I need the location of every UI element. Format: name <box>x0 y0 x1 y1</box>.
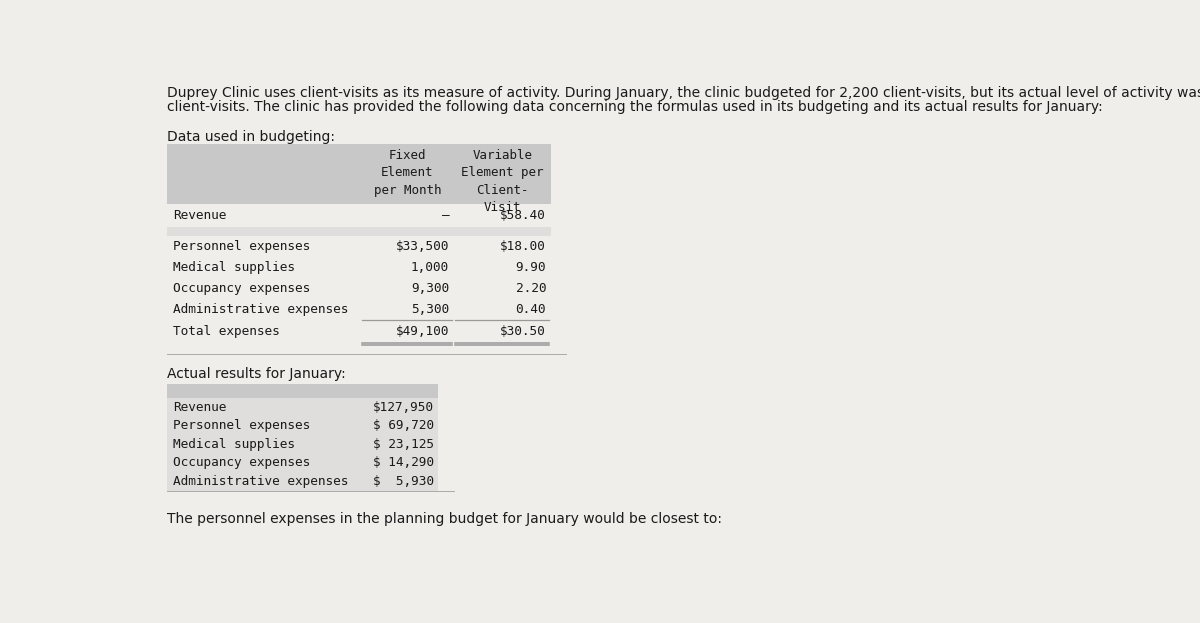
Text: Variable
Element per
Client-
Visit: Variable Element per Client- Visit <box>461 149 544 214</box>
Text: Personnel expenses: Personnel expenses <box>173 240 311 254</box>
Bar <box>167 384 438 398</box>
Text: 9,300: 9,300 <box>412 282 449 295</box>
Text: Medical supplies: Medical supplies <box>173 438 295 451</box>
Text: Medical supplies: Medical supplies <box>173 261 295 274</box>
Text: $ 23,125: $ 23,125 <box>373 438 433 451</box>
Text: Actual results for January:: Actual results for January: <box>167 368 346 381</box>
Bar <box>167 472 438 490</box>
Text: $30.50: $30.50 <box>500 325 546 338</box>
Text: 1,000: 1,000 <box>412 261 449 274</box>
Bar <box>167 417 438 435</box>
Text: $ 14,290: $ 14,290 <box>373 456 433 469</box>
Bar <box>167 204 551 227</box>
Text: $18.00: $18.00 <box>500 240 546 254</box>
Text: Administrative expenses: Administrative expenses <box>173 475 349 488</box>
Text: Revenue: Revenue <box>173 209 227 222</box>
Text: $33,500: $33,500 <box>396 240 449 254</box>
Text: $58.40: $58.40 <box>500 209 546 222</box>
Text: Occupancy expenses: Occupancy expenses <box>173 456 311 469</box>
Bar <box>167 454 438 472</box>
Bar <box>167 257 551 278</box>
Text: The personnel expenses in the planning budget for January would be closest to:: The personnel expenses in the planning b… <box>167 512 722 526</box>
Text: Revenue: Revenue <box>173 401 227 414</box>
Text: Data used in budgeting:: Data used in budgeting: <box>167 130 335 144</box>
Text: $  5,930: $ 5,930 <box>373 475 433 488</box>
Text: Fixed
Element
per Month: Fixed Element per Month <box>373 149 442 197</box>
Text: 5,300: 5,300 <box>412 303 449 316</box>
Bar <box>167 435 438 454</box>
Text: Total expenses: Total expenses <box>173 325 280 338</box>
Bar <box>167 144 551 204</box>
Text: Administrative expenses: Administrative expenses <box>173 303 349 316</box>
Text: –: – <box>442 209 449 222</box>
Bar <box>167 398 438 417</box>
Text: 9.90: 9.90 <box>516 261 546 274</box>
Text: $127,950: $127,950 <box>373 401 433 414</box>
Bar <box>167 320 551 343</box>
Text: client-visits. The clinic has provided the following data concerning the formula: client-visits. The clinic has provided t… <box>167 100 1103 114</box>
Text: Personnel expenses: Personnel expenses <box>173 419 311 432</box>
Text: Duprey Clinic uses client-visits as its measure of activity. During January, the: Duprey Clinic uses client-visits as its … <box>167 87 1200 100</box>
Bar <box>167 299 551 320</box>
Text: 0.40: 0.40 <box>516 303 546 316</box>
Bar <box>167 278 551 299</box>
Bar <box>167 237 551 257</box>
Text: $49,100: $49,100 <box>396 325 449 338</box>
Text: 2.20: 2.20 <box>516 282 546 295</box>
Text: Occupancy expenses: Occupancy expenses <box>173 282 311 295</box>
Text: $ 69,720: $ 69,720 <box>373 419 433 432</box>
Bar <box>167 227 551 237</box>
